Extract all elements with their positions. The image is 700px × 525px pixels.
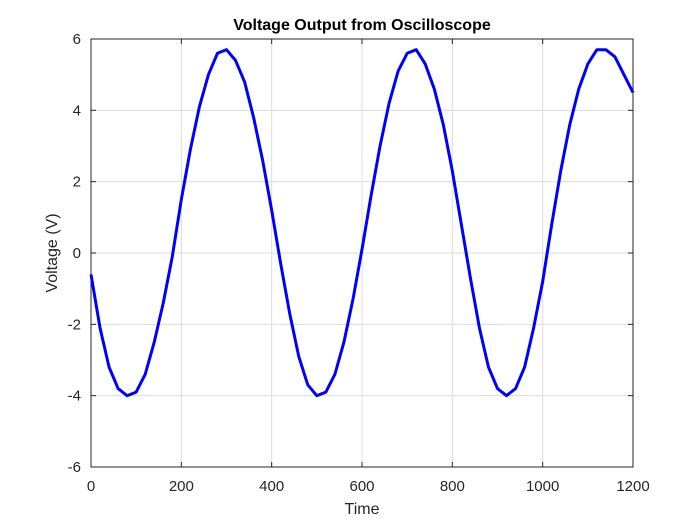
x-axis-label: Time — [345, 501, 380, 518]
y-tick-label: 6 — [73, 31, 81, 48]
x-tick-label: 1000 — [526, 478, 559, 495]
y-axis-label: Voltage (V) — [44, 213, 61, 292]
x-tick-label: 0 — [87, 478, 95, 495]
grid-lines — [91, 39, 633, 467]
y-tick-label: 4 — [73, 102, 81, 119]
x-tick-label: 600 — [349, 478, 374, 495]
chart-title: Voltage Output from Oscilloscope — [233, 17, 491, 34]
x-tick-label: 200 — [169, 478, 194, 495]
x-tick-label: 800 — [440, 478, 465, 495]
x-tick-label: 1200 — [616, 478, 649, 495]
x-tick-labels: 0 200 400 600 800 1000 1200 — [87, 478, 650, 495]
y-tick-label: 0 — [73, 245, 81, 262]
y-tick-label: -6 — [68, 459, 81, 476]
series-line — [89, 48, 635, 398]
y-tick-label: -2 — [68, 316, 81, 333]
axis-ticks — [90, 38, 634, 468]
series-layer — [89, 48, 635, 398]
y-tick-labels: -6 -4 -2 0 2 4 6 — [68, 31, 81, 476]
y-tick-label: -4 — [68, 388, 81, 405]
x-tick-label: 400 — [259, 478, 284, 495]
y-tick-label: 2 — [73, 174, 81, 191]
